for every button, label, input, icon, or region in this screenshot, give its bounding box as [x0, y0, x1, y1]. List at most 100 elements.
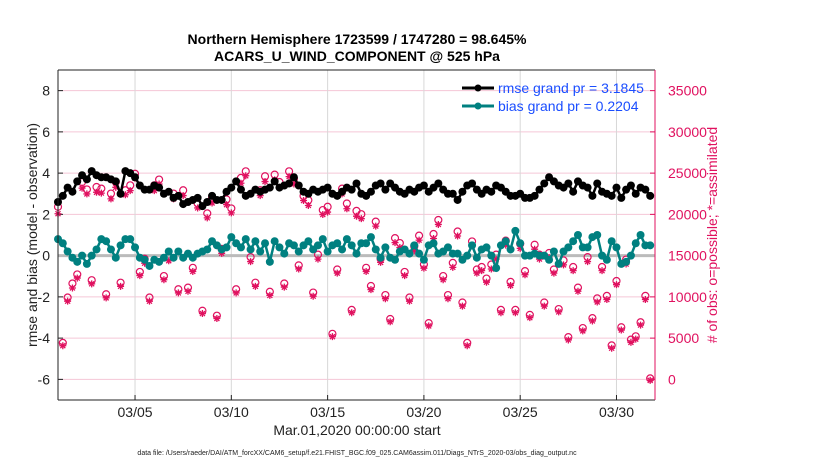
obs-assimilated-point [145, 297, 153, 305]
data-file-footnote: data file: /Users/raeder/DAI/ATM_forcXX/… [137, 450, 577, 457]
y2-tick-label: 5000 [668, 330, 699, 346]
obs-assimilated-point [608, 344, 616, 352]
obs-assimilated-point [189, 267, 197, 275]
rmse-point [434, 179, 443, 188]
bias-point [261, 239, 270, 248]
rmse-point [203, 198, 212, 206]
rmse-point [376, 179, 385, 188]
rmse-point [540, 179, 549, 188]
obs-assimilated-point [314, 255, 322, 263]
rmse-point [164, 187, 173, 196]
bias-point [145, 261, 154, 270]
obs-assimilated-point [290, 180, 298, 188]
rmse-point [217, 195, 226, 204]
bias-point [289, 241, 298, 250]
obs-assimilated-point [68, 284, 76, 292]
y-tick-label: 0 [42, 248, 50, 264]
bias-point [646, 241, 655, 250]
chart-subtitle: ACARS_U_WIND_COMPONENT @ 525 hPa [214, 48, 500, 64]
bias-point [131, 243, 140, 252]
bias-point [419, 255, 428, 264]
rmse-point [294, 181, 303, 190]
bias-point [227, 233, 236, 242]
obs-assimilated-point [165, 257, 173, 265]
bias-point [593, 231, 602, 239]
legend-item-rmse: rmse grand pr = 3.1845 [462, 79, 644, 97]
rmse-point [607, 191, 616, 200]
obs-assimilated-point [261, 178, 269, 186]
rmse-point [116, 189, 125, 198]
bias-point [73, 257, 82, 266]
legend: rmse grand pr = 3.1845 bias grand pr = 0… [462, 79, 644, 115]
obs-assimilated-point [444, 295, 452, 303]
obs-assimilated-point [203, 214, 211, 222]
obs-assimilated-point [612, 281, 620, 289]
obs-assimilated-point [343, 205, 351, 213]
x-tick-label: 03/30 [599, 404, 634, 420]
obs-assimilated-point [478, 267, 486, 275]
obs-assimilated-point [463, 342, 471, 350]
obs-assimilated-point [97, 189, 105, 197]
bias-point [338, 245, 347, 254]
obs-assimilated-point [434, 220, 442, 228]
rmse-point [131, 173, 140, 182]
rmse-point [265, 183, 274, 192]
obs-assimilated-point [150, 187, 158, 195]
y2-tick-label: 30000 [668, 124, 707, 140]
bias-point [318, 235, 327, 244]
bias-point [116, 241, 125, 250]
rmse-point [453, 195, 462, 204]
bias-point [472, 253, 481, 262]
legend-bias-label: bias grand pr = 0.2204 [498, 98, 639, 114]
y-tick-label: -2 [38, 289, 51, 305]
obs-assimilated-point [367, 286, 375, 294]
bias-point [391, 255, 400, 264]
obs-assimilated-point [232, 289, 240, 297]
obs-assimilated-point [328, 333, 336, 341]
rmse-point [617, 193, 626, 202]
obs-assimilated-point [121, 191, 129, 199]
obs-assimilated-point [637, 321, 645, 329]
bias-point [573, 231, 582, 239]
bias-point [511, 226, 520, 235]
rmse-point [289, 173, 298, 182]
obs-assimilated-point [473, 269, 481, 277]
obs-assimilated-point [112, 183, 120, 191]
obs-assimilated-point [405, 297, 413, 305]
bias-point [58, 239, 67, 248]
bias-point [487, 251, 496, 260]
obs-assimilated-point [526, 314, 534, 322]
bias-point [453, 249, 462, 258]
bias-point [549, 247, 558, 256]
obs-assimilated-point [237, 179, 245, 187]
obs-assimilated-point [569, 267, 577, 275]
bias-point [352, 249, 361, 258]
bias-point [304, 237, 313, 246]
obs-assimilated-point [632, 335, 640, 343]
rmse-point [583, 183, 592, 192]
obs-assimilated-point [64, 297, 72, 305]
obs-assimilated-point [179, 192, 187, 200]
rmse-point [323, 183, 332, 192]
y2-tick-label: 10000 [668, 289, 707, 305]
rmse-point [487, 187, 496, 196]
bias-point [92, 245, 101, 254]
obs-assimilated-point [593, 298, 601, 306]
y2-tick-label: 20000 [668, 206, 707, 222]
obs-assimilated-point [227, 209, 235, 217]
obs-assimilated-point [603, 296, 611, 304]
obs-assimilated-point [223, 201, 231, 209]
bias-point [87, 251, 96, 260]
obs-assimilated-point [353, 212, 360, 220]
y-tick-label: -6 [38, 371, 51, 387]
obs-assimilated-point [420, 264, 428, 272]
y2-tick-label: 35000 [668, 83, 707, 99]
rmse-point [626, 181, 635, 190]
obs-assimilated-point [439, 276, 447, 284]
bias-point [236, 243, 245, 252]
rmse-point [236, 185, 245, 194]
obs-assimilated-point [213, 315, 221, 322]
bias-point [376, 253, 385, 262]
bias-point [82, 259, 91, 268]
obs-assimilated-point [357, 215, 365, 223]
